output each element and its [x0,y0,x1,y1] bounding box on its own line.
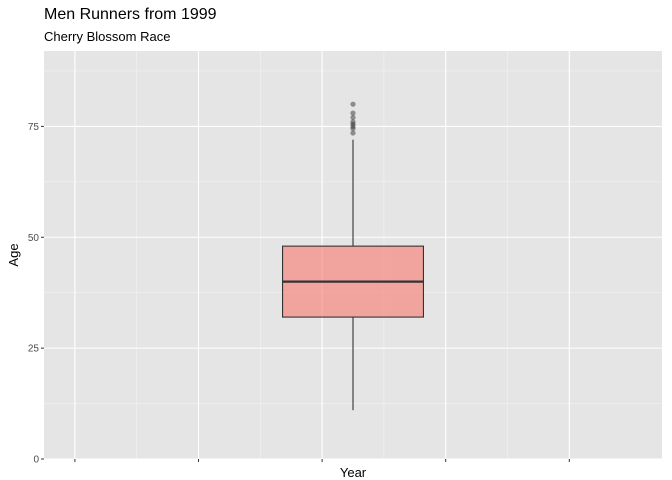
outlier-point [350,130,356,136]
y-tick-label: 25 [28,344,40,355]
boxplot-marks [281,101,425,411]
outlier-point [350,110,356,116]
y-tick-label: 50 [28,233,40,244]
outlier-point [350,114,356,121]
y-tick-label: 0 [33,455,39,466]
x-axis-title: Year [340,465,367,480]
x-axis [74,459,570,462]
chart-subtitle: Cherry Blossom Race [44,29,171,44]
chart-title: Men Runners from 1999 [44,6,217,23]
y-tick-label: 75 [28,122,40,133]
outlier-point [350,119,356,125]
major-gridlines [44,51,662,460]
y-axis: 0 25 50 75 [28,122,44,466]
outlier-point [350,101,356,107]
y-axis-title: Age [6,243,21,266]
